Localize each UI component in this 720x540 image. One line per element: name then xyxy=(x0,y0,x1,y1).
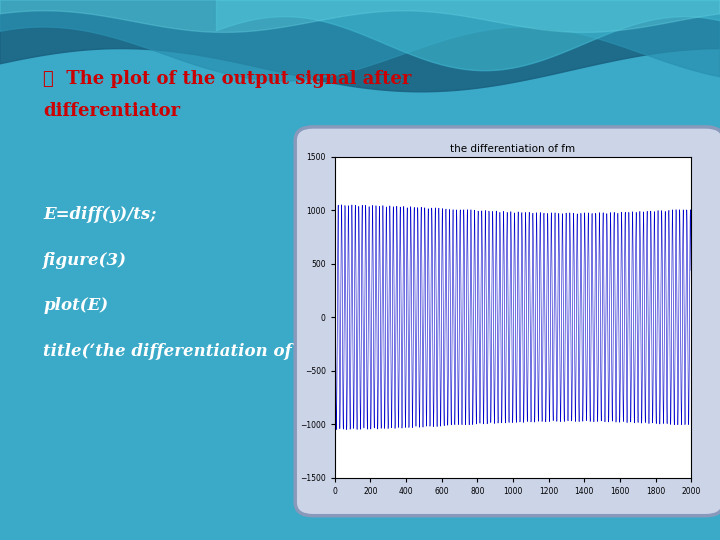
Text: figure(3): figure(3) xyxy=(43,252,127,268)
Title: the differentiation of fm: the differentiation of fm xyxy=(451,144,575,154)
Text: differentiator: differentiator xyxy=(43,102,180,120)
Text: title(‘the differentiation of fm ’): title(‘the differentiation of fm ’) xyxy=(43,343,342,360)
FancyBboxPatch shape xyxy=(295,127,720,516)
Text: plot(E): plot(E) xyxy=(43,298,108,314)
Text: ❖  The plot of the output signal after: ❖ The plot of the output signal after xyxy=(43,70,412,87)
Text: E=diff(y)/ts;: E=diff(y)/ts; xyxy=(43,206,156,222)
